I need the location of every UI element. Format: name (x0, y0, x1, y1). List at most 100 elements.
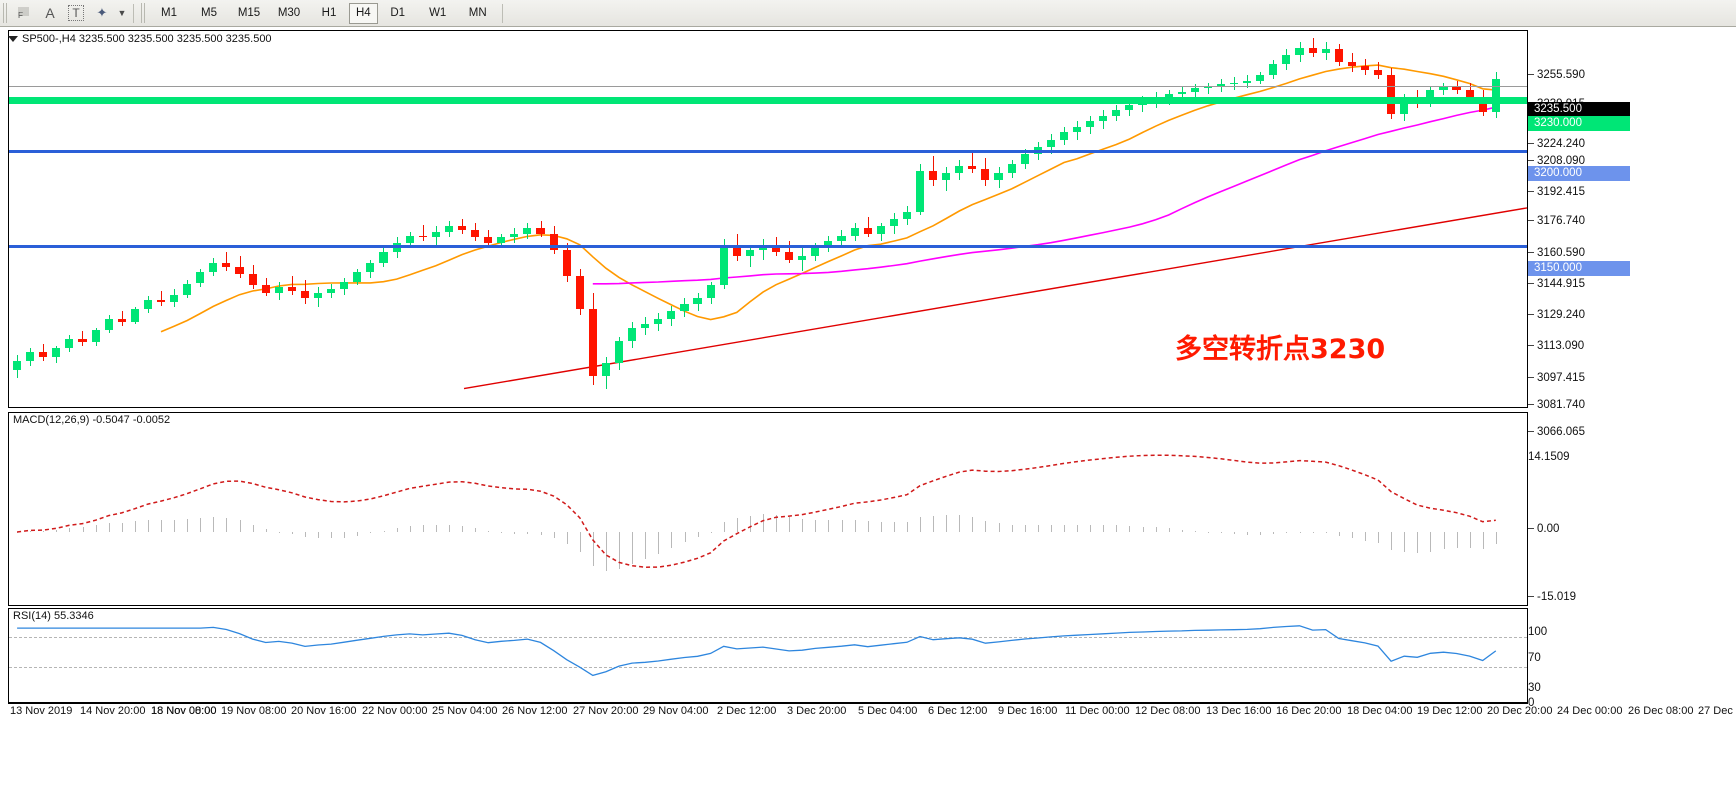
level-3200-label[interactable]: 3200.000 (1528, 166, 1630, 181)
chart-frame: SP500-,H4 3235.500 3235.500 3235.500 323… (0, 27, 1736, 793)
macd-hist-bar (893, 521, 895, 533)
macd-hist-bar (1417, 532, 1419, 554)
macd-hist-bar (854, 519, 856, 533)
timeframe-m15[interactable]: M15 (237, 7, 261, 19)
timeframe-h4[interactable]: H4 (349, 2, 378, 24)
macd-hist-bar (540, 532, 542, 535)
time-tick-18: 13 Dec 16:00 (1206, 705, 1272, 717)
macd-hist-bar (985, 520, 987, 533)
toolbar-drag-handle[interactable] (3, 3, 9, 23)
toolbar-divider-2 (501, 3, 503, 23)
macd-hist-bar (710, 531, 712, 533)
chart-annotation-text: 多空转折点3230 (1175, 334, 1386, 365)
text-a-icon[interactable]: A (45, 5, 55, 21)
macd-hist-bar (527, 532, 529, 534)
macd-hist-bar (1430, 532, 1432, 552)
ma-slow-line (592, 106, 1496, 285)
macd-panel[interactable]: MACD(12,26,9) -0.5047 -0.0052 (8, 412, 1528, 606)
macd-hist-bar (56, 529, 58, 533)
timeframe-h1[interactable]: H1 (321, 7, 337, 19)
macd-hist-bar (475, 528, 477, 533)
price-panel[interactable]: 多空转折点3230 (8, 30, 1528, 408)
macd-hist-bar (1299, 531, 1301, 533)
objects-icon[interactable]: ✦ (96, 5, 108, 20)
macd-hist-bar (95, 525, 97, 533)
current-price-label[interactable]: 3235.500 (1528, 102, 1630, 117)
macd-hist-bar (867, 521, 869, 533)
timeframe-m5[interactable]: M5 (201, 7, 217, 19)
macd-hist-bar (1221, 532, 1222, 534)
price-tick-12: 3066.065 (1528, 426, 1585, 438)
time-tick-6: 22 Nov 00:00 (362, 705, 428, 717)
price-tick-label: 3192.415 (1537, 186, 1585, 198)
price-tick-label: 3160.590 (1537, 247, 1585, 259)
macd-hist-bar (684, 532, 686, 543)
rsi-panel[interactable]: RSI(14) 55.3346 (8, 608, 1528, 703)
level-line-3235[interactable] (9, 86, 1527, 87)
time-tick-4: 19 Nov 08:00 (221, 705, 287, 717)
macd-hist-bar (828, 519, 830, 533)
time-tick-14: 6 Dec 12:00 (928, 705, 988, 717)
macd-tick-label: 0.00 (1537, 523, 1560, 535)
macd-hist-bar (1234, 532, 1236, 534)
price-tick-label: 3208.090 (1537, 155, 1585, 167)
macd-hist-bar (697, 532, 699, 538)
time-tick-7: 25 Nov 04:00 (432, 705, 498, 717)
price-tick-label: 3176.740 (1537, 215, 1585, 227)
time-tick-24: 26 Dec 08:00 (1628, 705, 1694, 717)
time-tick-21: 19 Dec 12:00 (1417, 705, 1483, 717)
rsi-tick-3: 0 (1528, 697, 1534, 709)
level-line-3230[interactable] (9, 97, 1527, 104)
timeframe-drag-handle[interactable] (141, 3, 147, 23)
macd-hist-bar (1378, 532, 1379, 544)
macd-hist-bar (972, 517, 974, 533)
bid-level-label[interactable]: 3230.000 (1528, 116, 1630, 131)
macd-hist-bar (1181, 529, 1183, 533)
time-tick-2: 18 Nov 00:00 (151, 705, 217, 717)
macd-hist-bar (1351, 532, 1353, 539)
collapse-triangle-icon[interactable] (8, 36, 18, 43)
time-tick-13: 5 Dec 04:00 (858, 705, 918, 717)
time-tick-17: 12 Dec 08:00 (1135, 705, 1201, 717)
macd-hist-bar (1103, 525, 1105, 533)
crosshair-f-icon[interactable]: F (11, 2, 37, 24)
macd-tick-label: -15.019 (1537, 591, 1577, 603)
timeframe-mn[interactable]: MN (468, 7, 487, 19)
time-tick-15: 9 Dec 16:00 (998, 705, 1058, 717)
macd-hist-bar (920, 516, 921, 533)
text-label-t-icon[interactable]: T (63, 2, 89, 24)
level-line-3200[interactable] (9, 150, 1527, 153)
price-tick-label: 3129.240 (1537, 309, 1585, 321)
timeframe-d1[interactable]: D1 (390, 7, 406, 19)
macd-hist-bar (605, 532, 607, 571)
time-axis[interactable]: 13 Nov 2019 14 Nov 20:00 18 Nov 00:00 18 No… (8, 705, 1736, 721)
macd-hist-bar (592, 532, 594, 566)
price-axis[interactable]: 3255.5903239.9153224.2403208.0903192.415… (1528, 30, 1736, 709)
timeframe-w1[interactable]: W1 (429, 7, 447, 19)
macd-hist-bar (1273, 532, 1275, 535)
symbol-ohlc-text: SP500-,H4 3235.500 3235.500 3235.500 323… (22, 33, 272, 45)
timeframe-m30[interactable]: M30 (277, 7, 301, 19)
macd-hist-bar (1207, 531, 1209, 533)
macd-hist-bar (776, 514, 778, 533)
rsi-tick-label: 100 (1528, 626, 1548, 638)
macd-hist-bar (723, 522, 725, 533)
level-line-3150[interactable] (9, 245, 1527, 248)
level-3150-label[interactable]: 3150.000 (1528, 261, 1630, 276)
rsi-tick-label: 30 (1528, 682, 1541, 694)
time-tick-10: 29 Nov 04:00 (643, 705, 709, 717)
time-tick-23: 24 Dec 00:00 (1557, 705, 1623, 717)
macd-hist-bar (69, 527, 71, 533)
macd-hist-bar (841, 520, 843, 533)
macd-hist-bar (802, 519, 804, 533)
rsi-tick-0: 100 (1528, 626, 1547, 638)
macd-hist-bar (43, 530, 45, 533)
price-tick-0: 3255.590 (1528, 69, 1585, 81)
price-tick-10: 3097.415 (1528, 372, 1585, 384)
timeframe-m1[interactable]: M1 (161, 7, 177, 19)
macd-hist-bar (30, 530, 32, 533)
dropdown-arrow-icon[interactable]: ▼ (117, 8, 127, 18)
price-tick-5: 3176.740 (1528, 215, 1585, 227)
ma-fast-line (160, 64, 1496, 333)
macd-hist-bar (1037, 524, 1039, 533)
